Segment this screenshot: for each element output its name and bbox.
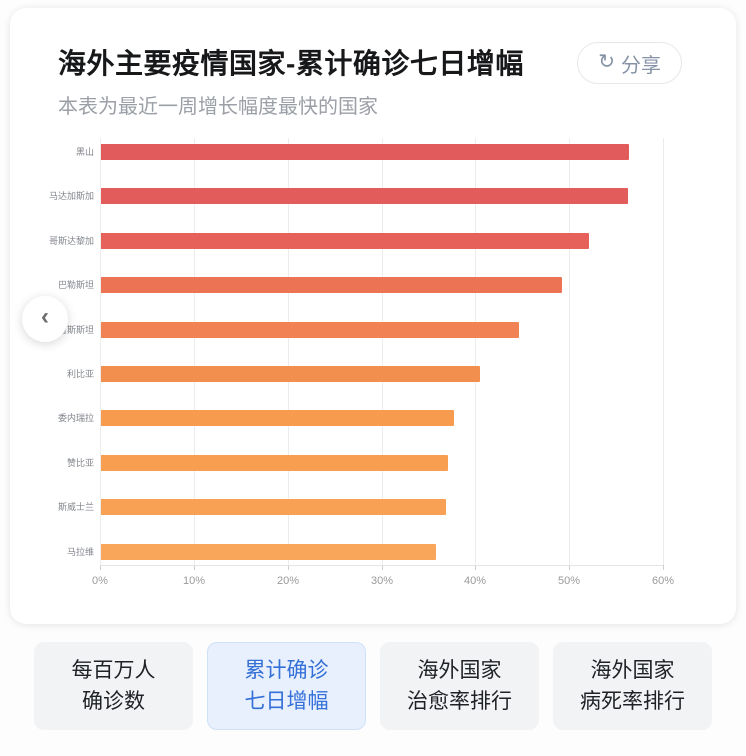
tab-累计确诊七日增幅[interactable]: 累计确诊 七日增幅 [207, 642, 366, 730]
category-label: 巴勒斯坦 [57, 280, 94, 291]
bar-马达加斯加[interactable] [101, 188, 628, 205]
x-axis-label: 50% [557, 575, 581, 587]
tab-label-line: 病死率排行 [580, 690, 685, 713]
carousel-prev-button[interactable]: ‹ [22, 296, 68, 342]
category-label: 利比亚 [66, 369, 94, 379]
tab-label-line: 确诊数 [82, 690, 145, 713]
x-axis-label: 30% [370, 575, 394, 587]
bar-巴勒斯坦[interactable] [101, 277, 562, 294]
tab-海外国家病死率排行[interactable]: 海外国家 病死率排行 [553, 642, 712, 730]
bar-哥斯达黎加[interactable] [101, 232, 589, 249]
x-axis-label: 60% [651, 575, 675, 587]
bar-马拉维[interactable] [101, 543, 436, 560]
x-tick-mark [100, 565, 101, 570]
gridline-60% [663, 138, 664, 565]
chart-title: 海外主要疫情国家-累计确诊七日增幅 [58, 48, 524, 79]
chart-subtitle: 本表为最近一周增长幅度最快的国家 [58, 96, 378, 118]
category-label: 赞比亚 [66, 457, 94, 468]
tab-label-line: 治愈率排行 [407, 690, 512, 713]
tab-海外国家治愈率排行[interactable]: 海外国家 治愈率排行 [380, 642, 539, 730]
category-label: 哥斯达黎加 [48, 235, 94, 246]
category-label: 斯威士兰 [57, 502, 94, 513]
category-label: 吉尔吉斯斯坦 [39, 324, 94, 335]
chart-card: 海外主要疫情国家-累计确诊七日增幅 ↻ 分享 本表为最近一周增长幅度最快的国家 … [10, 8, 736, 624]
x-axis-label: 0% [92, 575, 108, 587]
gridline-20% [288, 138, 289, 565]
x-axis-line [100, 565, 663, 566]
bar-利比亚[interactable] [101, 366, 480, 382]
share-button[interactable]: ↻ 分享 [577, 42, 682, 84]
x-axis-label: 10% [182, 575, 206, 587]
bar-黑山[interactable] [101, 144, 629, 160]
gridline-40% [475, 138, 476, 565]
bar-斯威士兰[interactable] [101, 499, 446, 516]
gridline-30% [382, 138, 383, 565]
x-tick-mark [288, 565, 289, 570]
tab-label-line: 七日增幅 [244, 690, 329, 713]
gridline-10% [194, 138, 195, 565]
tab-每百万人确诊数[interactable]: 每百万人 确诊数 [34, 642, 193, 730]
tab-label-line: 每百万人 [71, 659, 156, 682]
chevron-left-icon: ‹ [41, 303, 49, 330]
chart-type-tabs: 每百万人 确诊数 累计确诊 七日增幅 海外国家 治愈率排行 海外国家 病死率排行 [34, 642, 712, 730]
x-tick-mark [663, 565, 664, 570]
bar-chart-plot: 0% 10% 20% 30% 40% 50% 60% 黑山马达加斯加哥斯达黎加巴勒斯坦吉尔吉斯… [40, 138, 674, 587]
x-tick-mark [569, 565, 570, 570]
x-tick-mark [475, 565, 476, 570]
bar-吉尔吉斯斯坦[interactable] [101, 321, 519, 338]
x-axis-label: 40% [463, 575, 487, 587]
refresh-share-icon: ↻ [598, 51, 615, 73]
bar-赞比亚[interactable] [101, 454, 448, 471]
category-label: 马拉维 [66, 546, 94, 557]
gridline-0% [100, 138, 101, 565]
category-label: 黑山 [75, 147, 94, 157]
x-axis-label: 20% [276, 575, 300, 587]
category-label: 马达加斯加 [48, 191, 94, 202]
gridline-50% [569, 138, 570, 565]
share-button-label: 分享 [621, 54, 661, 77]
bar-委内瑞拉[interactable] [101, 410, 454, 427]
tab-label-line: 海外国家 [590, 659, 675, 682]
tab-label-line: 海外国家 [417, 659, 502, 682]
tab-label-line: 累计确诊 [244, 659, 329, 682]
x-tick-mark [194, 565, 195, 570]
x-tick-mark [382, 565, 383, 570]
category-label: 委内瑞拉 [57, 413, 94, 424]
card-header: 海外主要疫情国家-累计确诊七日增幅 ↻ 分享 [58, 42, 702, 84]
